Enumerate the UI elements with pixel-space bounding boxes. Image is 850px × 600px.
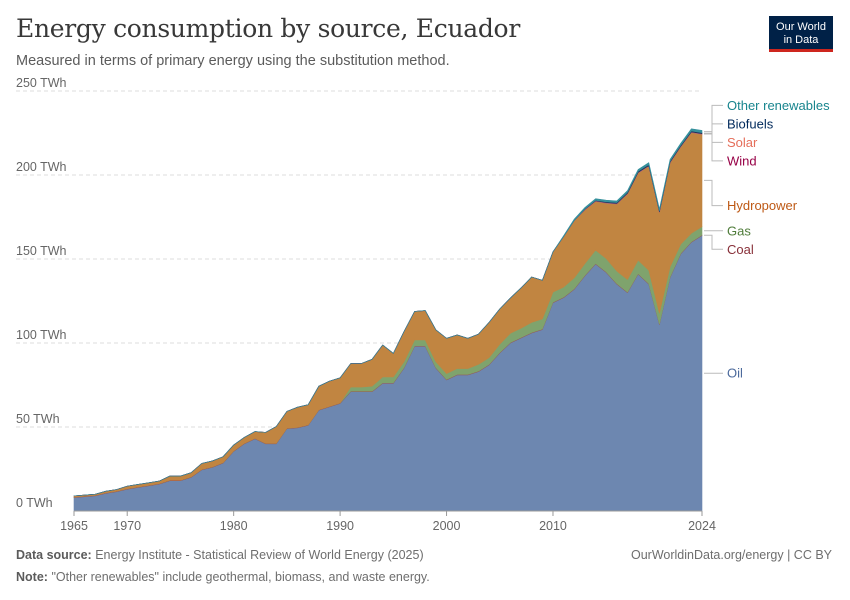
y-tick-label: 100 TWh [16, 328, 67, 342]
note-label: Note: [16, 570, 48, 584]
legend-label-coal: Coal [727, 242, 754, 257]
logo-line-2: in Data [783, 33, 819, 46]
area-other-renewables [73, 128, 703, 497]
legend-layer: Oil Coal Gas Hydropower Wind Solar Biofuels Oth… [704, 98, 830, 381]
legend-label-gas: Gas [727, 223, 751, 238]
legend-label-other-renewables: Other renewables [727, 98, 830, 113]
owid-logo[interactable]: Our World in Data [769, 16, 833, 52]
y-tick-label: 250 TWh [16, 76, 67, 90]
area-layer [73, 128, 703, 512]
x-tick-label: 1990 [326, 519, 354, 533]
x-tick-label: 2000 [433, 519, 461, 533]
x-tick-label: 1980 [220, 519, 248, 533]
x-tick-label: 1970 [113, 519, 141, 533]
data-source-label: Data source: [16, 548, 92, 562]
x-tick-label: 2010 [539, 519, 567, 533]
legend-label-solar: Solar [727, 135, 758, 150]
chart-subtitle: Measured in terms of primary energy usin… [16, 53, 450, 69]
axis-layer: 0 TWh 50 TWh 100 TWh 150 TWh 200 TWh 250 TWh 1… [16, 76, 716, 533]
x-tick-label: 1965 [60, 519, 88, 533]
legend-connector-hydropower [704, 179, 723, 207]
y-tick-label: 0 TWh [16, 496, 53, 510]
legend-connector-solar [704, 133, 723, 143]
credit-link[interactable]: OurWorldinData.org/energy | CC BY [630, 548, 832, 562]
legend-label-wind: Wind [727, 153, 757, 168]
legend-connector-wind [704, 133, 723, 162]
legend-connector-other-renewables [704, 104, 723, 133]
y-tick-label: 200 TWh [16, 160, 67, 174]
data-source-text[interactable]: Energy Institute - Statistical Review of… [95, 548, 424, 562]
data-source: Data source: Energy Institute - Statisti… [16, 548, 424, 562]
chart-title: Energy consumption by source, Ecuador [16, 14, 520, 43]
x-tick-label: 2024 [688, 519, 716, 533]
y-tick-label: 150 TWh [16, 244, 67, 258]
chart-note: Note: "Other renewables" include geother… [16, 570, 430, 584]
y-tick-label: 50 TWh [16, 412, 60, 426]
note-text: "Other renewables" include geothermal, b… [51, 570, 430, 584]
legend-label-biofuels: Biofuels [727, 116, 774, 131]
legend-label-hydropower: Hydropower [727, 198, 798, 213]
legend-connector-coal [704, 234, 723, 250]
logo-line-1: Our World [776, 21, 826, 33]
legend-label-oil: Oil [727, 366, 743, 381]
